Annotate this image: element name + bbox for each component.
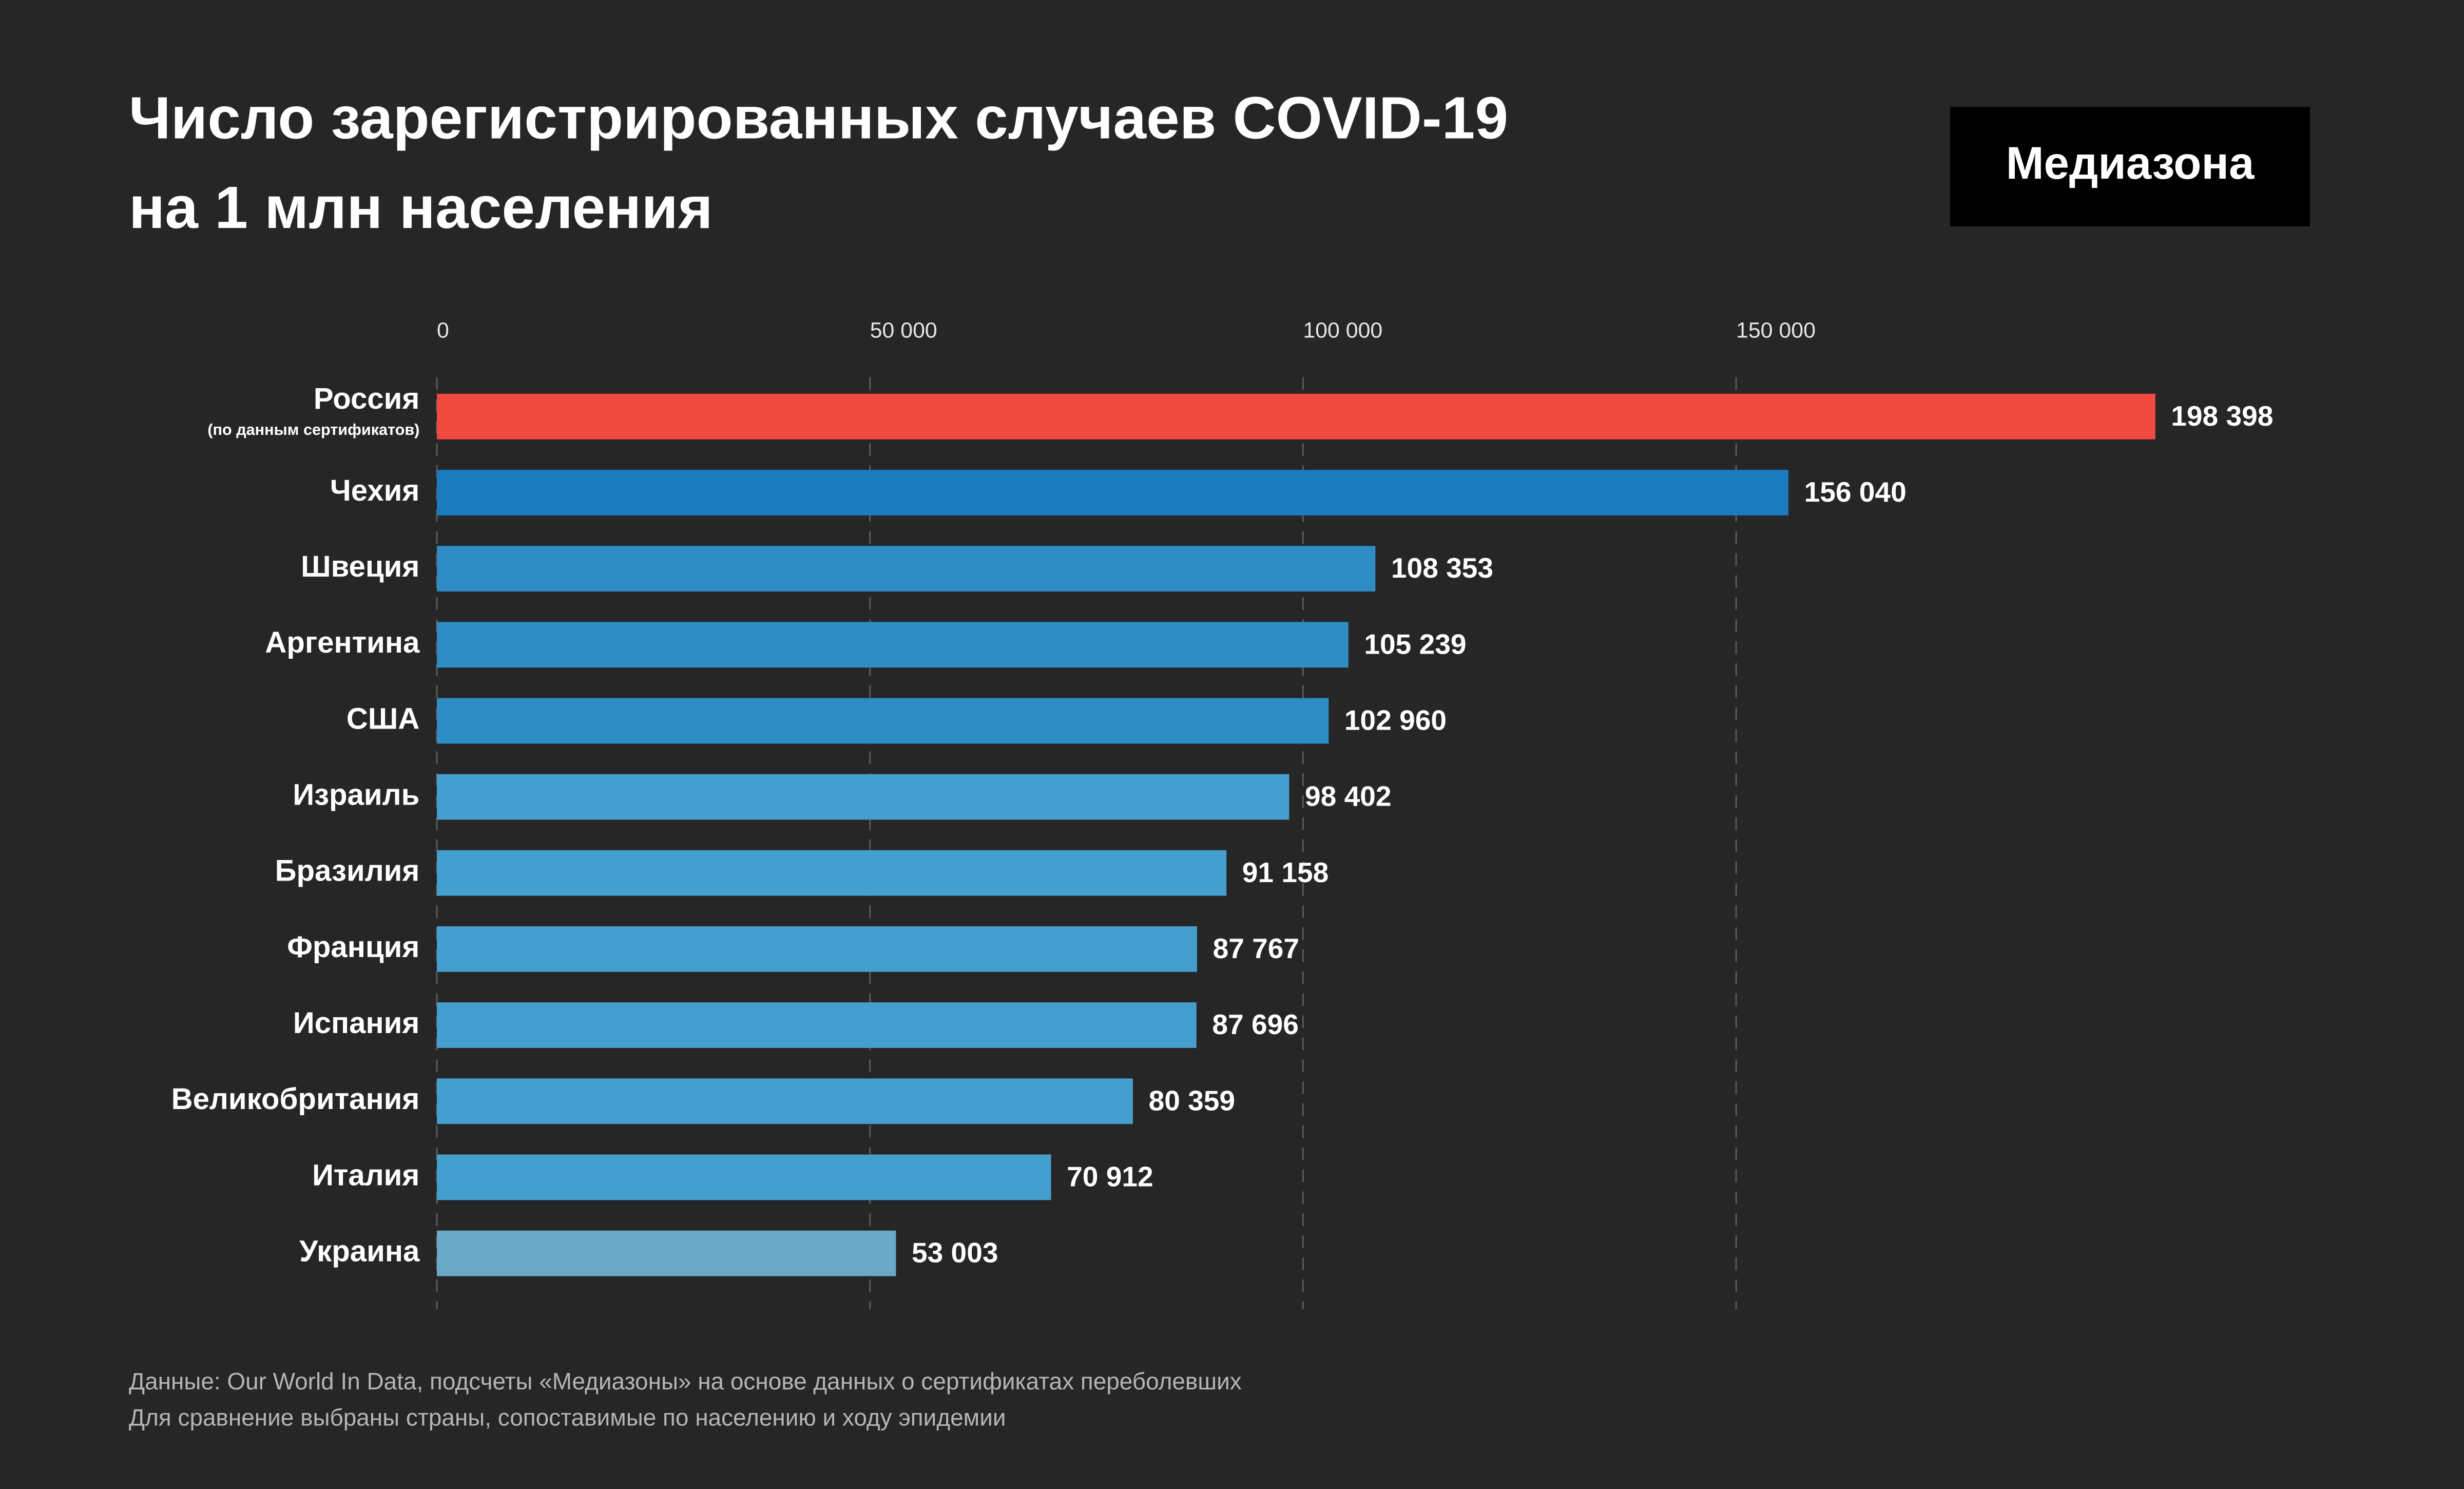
- value-label: 98 402: [1305, 780, 1392, 812]
- bar: [437, 393, 2155, 440]
- logo: Медиазона: [2006, 138, 2255, 188]
- value-label: 80 359: [1149, 1084, 1236, 1116]
- value-label: 91 158: [1242, 856, 1329, 888]
- source: Данные: Our World In Data, подсчеты «Мед…: [129, 1368, 1242, 1395]
- category-label: Бразилия: [275, 854, 420, 888]
- source: Для сравнение выбраны страны, сопоставим…: [129, 1404, 1006, 1430]
- category-label: Швеция: [301, 550, 419, 583]
- bar: [437, 546, 1376, 591]
- value-label: 102 960: [1344, 704, 1447, 736]
- x-tick-label: 100 000: [1303, 318, 1382, 342]
- value-label: 156 040: [1804, 476, 1907, 508]
- category-label: Чехия: [330, 474, 419, 507]
- bar: [437, 774, 1289, 820]
- chart-title: на 1 млн населения: [129, 174, 713, 241]
- bar: [437, 1002, 1197, 1048]
- category-label: Израиль: [293, 778, 419, 811]
- category-label: Франция: [287, 930, 419, 964]
- category-label: Великобритания: [171, 1082, 420, 1116]
- value-label: 87 767: [1213, 932, 1300, 964]
- value-label: 198 398: [2171, 400, 2273, 432]
- bar: [437, 1078, 1133, 1124]
- chart-title: Число зарегистрированных случаев COVID-1…: [129, 85, 1508, 151]
- bar: [437, 470, 1788, 516]
- category-label: США: [346, 702, 419, 735]
- value-label: 53 003: [912, 1237, 998, 1269]
- bar: [437, 698, 1329, 744]
- bar: [437, 926, 1197, 972]
- x-tick-label: 150 000: [1736, 318, 1816, 342]
- value-label: 70 912: [1067, 1161, 1153, 1193]
- value-label: 108 353: [1391, 552, 1493, 584]
- category-label: Италия: [312, 1158, 419, 1192]
- x-tick-label: 50 000: [870, 318, 937, 342]
- bar: [437, 1230, 896, 1276]
- category-label: Украина: [299, 1234, 420, 1268]
- value-label: 87 696: [1212, 1008, 1299, 1040]
- category-label: Россия: [314, 382, 419, 415]
- x-tick-label: 0: [437, 318, 449, 342]
- category-label: Испания: [293, 1006, 419, 1040]
- bar: [437, 850, 1227, 896]
- logo-box: [1950, 107, 2310, 226]
- bar: [437, 622, 1349, 668]
- bar: [437, 1154, 1051, 1200]
- category-label: Аргентина: [265, 626, 420, 659]
- value-label: 105 239: [1364, 628, 1466, 660]
- category-note: (по данным сертификатов): [207, 421, 419, 438]
